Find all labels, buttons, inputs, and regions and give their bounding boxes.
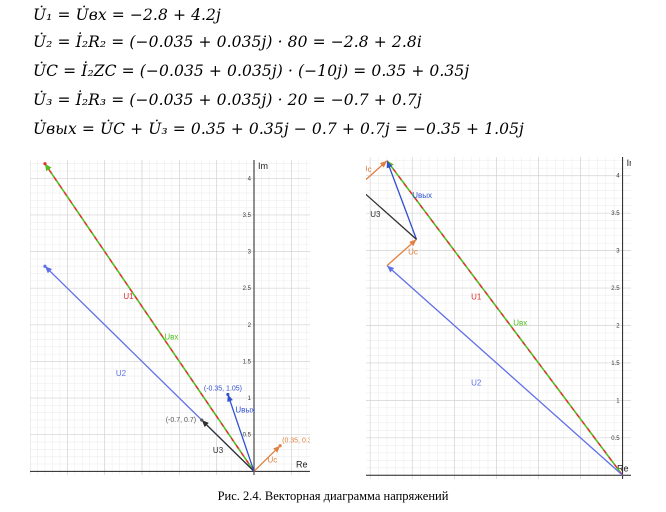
vector-uin	[386, 160, 624, 476]
y-axis-label: Im	[627, 158, 631, 168]
vector-name-label: U1	[471, 292, 482, 301]
vector-uc	[386, 238, 417, 267]
point-marker	[226, 392, 230, 397]
vector-u1	[386, 160, 624, 476]
y-tick-label: 4	[248, 176, 252, 182]
y-tick-label: 2	[248, 323, 252, 329]
vector-name-label: U3	[213, 446, 224, 455]
point-label: (-0.7, 0.7)	[166, 417, 196, 424]
point-label: (-0.35, 1.05)	[204, 385, 242, 392]
y-tick-label: 0.5	[243, 433, 252, 439]
vector-u2	[386, 265, 624, 476]
vector-u3	[201, 419, 255, 472]
y-tick-label: 2.5	[243, 286, 252, 292]
y-tick-label: 1.5	[243, 359, 252, 365]
point-marker	[200, 418, 204, 422]
vector-name-label: Uвых	[412, 191, 432, 200]
vector-name-label: U2	[116, 369, 127, 378]
y-tick-label: 4	[616, 174, 620, 180]
y-tick-label: 3.5	[611, 211, 620, 217]
y-tick-label: 0.5	[611, 436, 620, 442]
vector-name-label: U3	[370, 210, 381, 219]
vector-uout	[386, 160, 418, 240]
y-tick-label: 1.5	[611, 361, 620, 367]
vector-name-label: U2	[471, 378, 482, 387]
x-axis-label: Re	[617, 463, 629, 473]
y-tick-label: 3	[248, 250, 252, 256]
vector-u1	[44, 163, 255, 472]
vector-name-label: Uc	[366, 165, 372, 174]
vector-name-label: Uвых	[235, 406, 255, 415]
vector-uc	[253, 445, 281, 472]
y-axis-label: Im	[258, 161, 268, 171]
equation-1: U̇₁ = U̇вх = −2.8 + 4.2j	[33, 6, 221, 24]
vector-uout	[227, 394, 255, 472]
y-tick-label: 1	[616, 398, 620, 404]
point-marker	[43, 162, 47, 166]
point-label: (0.35, 0.35)	[282, 438, 310, 445]
vector-uin	[44, 163, 255, 472]
vector-name-label: U1	[123, 292, 134, 301]
point-marker	[43, 264, 47, 268]
vector-diagram-left: ReIm-2.5-2-1.5-1-0.50.5-30.511.522.533.5…	[30, 160, 310, 475]
y-tick-label: 2.5	[611, 286, 620, 292]
y-tick-label: 2	[616, 323, 620, 329]
x-axis-label: Re	[296, 459, 308, 469]
figure-caption: Рис. 2.4. Векторная диаграмма напряжений	[217, 489, 449, 503]
vector-name-label: Uвх	[164, 332, 178, 341]
point-marker	[278, 444, 282, 448]
y-tick-label: 3	[616, 249, 620, 255]
vector-name-label: Uc	[408, 247, 418, 256]
equation-5: U̇вых = U̇C + U̇₃ = 0.35 + 0.35j − 0.7 +…	[33, 120, 524, 138]
y-tick-label: 1	[248, 396, 252, 402]
vector-uc	[366, 160, 388, 181]
vector-u3	[366, 193, 417, 240]
vector-diagram-right: ReIm-2.5-2-1.5-1-0.50.511.522.533.540U1U…	[366, 157, 631, 479]
vector-name-label: Uвх	[513, 318, 527, 327]
equation-3: U̇C = İ₂ZC = (−0.035 + 0.035j) · (−10j) …	[33, 62, 470, 80]
equation-4: U̇₃ = İ₂R₃ = (−0.035 + 0.035j) · 20 = −0…	[33, 91, 422, 109]
y-tick-label: 3.5	[243, 213, 252, 219]
equation-2: U̇₂ = İ₂R₂ = (−0.035 + 0.035j) · 80 = −2…	[33, 33, 422, 51]
vector-name-label: Uc	[267, 456, 277, 465]
